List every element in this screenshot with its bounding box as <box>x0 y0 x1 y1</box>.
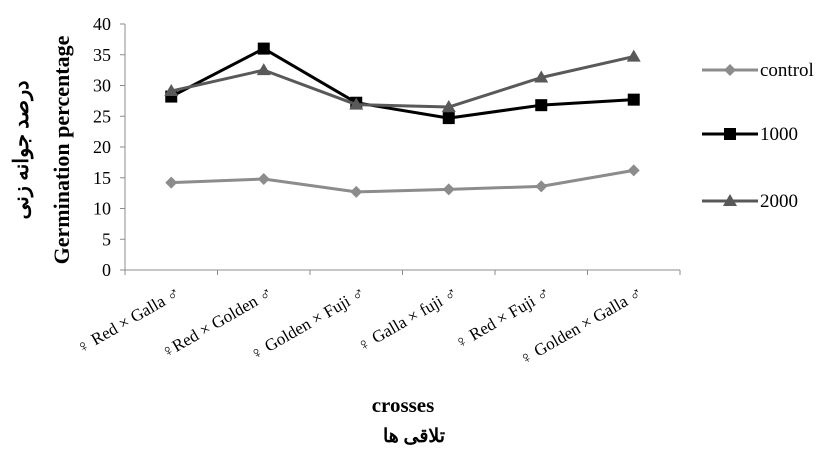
legend-item-2000: 2000 <box>702 191 798 212</box>
legend-label: 1000 <box>760 124 798 145</box>
y-tick-label: 30 <box>93 76 111 96</box>
series-group <box>164 42 641 198</box>
y-tick-label: 25 <box>93 106 111 126</box>
legend-label: 2000 <box>760 191 798 212</box>
data-point-control <box>257 172 270 185</box>
data-point-control <box>627 164 640 177</box>
x-axis-category-labels: ♀ Red × Galla ♂♀Red × Golden ♂♀ Golden ×… <box>73 283 646 369</box>
y-axis-ticks: 0 5 10 15 20 25 30 35 40 <box>93 14 125 280</box>
legend-item-control: control <box>702 60 814 81</box>
series-line-2000 <box>170 55 635 109</box>
legend-marker <box>723 194 737 206</box>
data-point-control <box>442 183 455 196</box>
series-control <box>165 164 640 198</box>
data-point-control <box>165 176 178 189</box>
y-tick-label: 20 <box>93 137 111 157</box>
x-category-label: ♀ Galla × fuji ♂ <box>354 283 461 356</box>
legend-label: control <box>760 60 814 81</box>
data-point-2000 <box>164 84 179 97</box>
data-point-1000 <box>535 99 548 112</box>
legend-marker <box>724 128 736 140</box>
data-point-2000 <box>534 70 549 83</box>
data-point-2000 <box>349 97 364 110</box>
series-1000 <box>165 42 640 125</box>
data-point-1000 <box>257 42 270 55</box>
y-tick-label: 10 <box>93 199 111 219</box>
data-point-control <box>350 185 363 198</box>
x-axis-label: crosses <box>372 393 435 417</box>
y-tick-label: 5 <box>102 229 111 249</box>
data-point-control <box>535 180 548 193</box>
series-line-control <box>171 168 635 194</box>
x-axis-ticks <box>124 270 681 275</box>
legend-marker <box>724 64 736 76</box>
y-tick-label: 40 <box>93 14 111 34</box>
y-axis-label-persian: درصد جوانه زنی <box>9 80 34 219</box>
x-axis-label-persian: تلاقی ها <box>383 426 445 447</box>
data-point-2000 <box>256 63 271 76</box>
y-tick-label: 35 <box>93 45 111 65</box>
series-2000 <box>164 49 641 113</box>
y-tick-label: 0 <box>102 260 111 280</box>
data-point-1000 <box>627 93 640 106</box>
data-point-2000 <box>441 100 456 113</box>
data-point-1000 <box>442 112 455 125</box>
y-axis-label: Germination percentage <box>49 35 74 264</box>
legend-item-1000: 1000 <box>702 124 798 145</box>
series-line-1000 <box>170 47 634 120</box>
y-tick-label: 15 <box>93 168 111 188</box>
data-point-2000 <box>626 49 641 62</box>
legend: control 1000 2000 <box>702 60 814 212</box>
